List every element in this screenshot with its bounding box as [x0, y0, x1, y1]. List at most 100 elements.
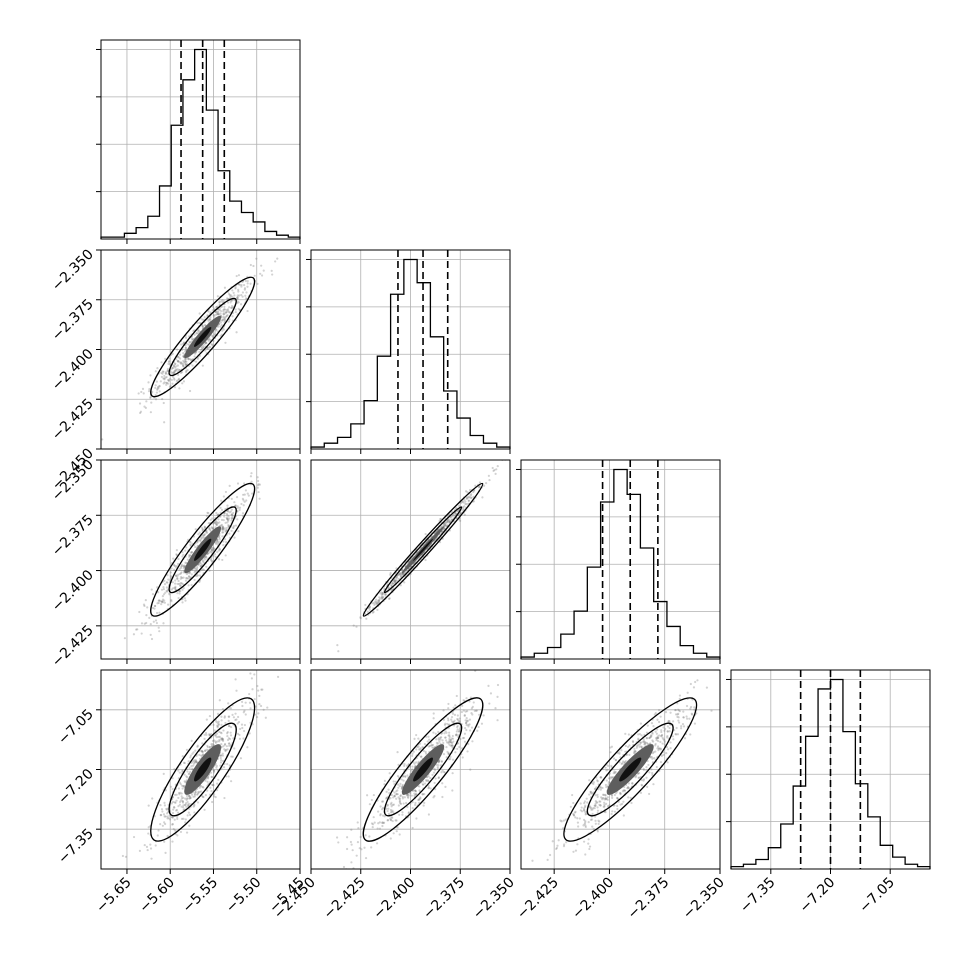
sample-point: [227, 737, 230, 740]
sample-point: [174, 801, 177, 804]
sample-point: [652, 783, 655, 786]
sample-point: [156, 602, 159, 605]
sample-point: [150, 588, 153, 591]
sample-point: [389, 818, 392, 821]
x-tick-label: −2.425: [514, 875, 562, 923]
sample-point: [259, 704, 263, 708]
sample-point: [385, 807, 388, 810]
sample-point: [443, 524, 446, 527]
sample-point: [213, 307, 216, 310]
sample-point: [604, 793, 607, 796]
sample-point: [380, 597, 383, 600]
sample-point: [214, 795, 217, 799]
sample-point: [163, 377, 166, 380]
sample-point: [412, 750, 415, 753]
sample-point: [212, 546, 215, 549]
sample-point: [210, 733, 213, 736]
sample-point: [181, 770, 184, 773]
sample-point: [215, 766, 218, 769]
sample-point: [249, 707, 252, 710]
sample-point: [642, 767, 645, 770]
sample-point: [462, 501, 465, 504]
sample-point: [195, 567, 199, 570]
sample-point: [450, 716, 454, 719]
sample-point: [393, 782, 396, 786]
sample-point: [227, 775, 230, 778]
sample-point: [222, 531, 225, 534]
sample-point: [220, 737, 223, 740]
sample-point: [416, 745, 419, 749]
sample-point: [224, 749, 227, 752]
sample-point: [648, 736, 651, 740]
sample-point: [184, 346, 188, 349]
sample-point: [622, 760, 625, 763]
sample-point: [187, 760, 190, 763]
sample-point: [139, 410, 143, 413]
sample-point: [217, 310, 220, 314]
sample-point: [411, 752, 414, 755]
sample-point: [458, 504, 461, 507]
sample-point: [637, 743, 640, 747]
sample-point: [454, 751, 457, 754]
sample-point: [243, 482, 246, 485]
sample-point: [220, 759, 223, 762]
sample-point: [250, 677, 253, 680]
sample-point: [470, 496, 473, 500]
sample-point: [187, 575, 191, 578]
sample-point: [422, 783, 425, 786]
sample-point: [143, 843, 146, 847]
sample-point: [223, 716, 226, 719]
joint-density: [121, 672, 280, 860]
sample-point: [199, 565, 202, 568]
contour-outer: [150, 482, 256, 617]
sample-point: [101, 438, 104, 441]
sample-point: [337, 841, 340, 844]
sample-point: [455, 730, 458, 733]
sample-point: [565, 841, 568, 844]
contour-outer: [150, 697, 256, 842]
sample-point: [444, 736, 447, 739]
sample-point: [276, 675, 280, 678]
sample-point: [175, 358, 178, 361]
sample-point: [653, 757, 656, 760]
sample-point: [453, 713, 457, 716]
sample-point: [172, 587, 175, 590]
sample-point: [634, 750, 637, 753]
sample-point: [242, 504, 245, 507]
sample-point: [475, 709, 478, 712]
sample-point: [212, 522, 215, 525]
sample-point: [444, 521, 447, 524]
sample-point: [245, 499, 248, 502]
sample-point: [201, 568, 204, 571]
sample-point: [173, 564, 177, 568]
sample-point: [213, 729, 216, 732]
sample-point: [591, 808, 594, 811]
sample-point: [198, 753, 201, 757]
sample-point: [183, 784, 186, 788]
sample-point: [161, 370, 164, 373]
sample-point: [180, 361, 183, 364]
sample-point: [214, 330, 217, 333]
sample-point: [468, 718, 472, 721]
sample-point: [646, 742, 650, 746]
sample-point: [178, 800, 182, 804]
sample-point: [399, 584, 402, 587]
sample-point: [201, 326, 205, 329]
sample-point: [389, 803, 392, 806]
sample-point: [190, 358, 193, 362]
contour-inner: [168, 722, 237, 817]
sample-point: [226, 521, 229, 524]
sample-point: [177, 373, 180, 376]
sample-point: [370, 798, 373, 802]
sample-point: [164, 372, 168, 375]
sample-point: [212, 313, 215, 317]
sample-point: [651, 739, 654, 742]
histogram: [310, 258, 511, 449]
sample-point: [214, 741, 217, 744]
sample-point: [223, 312, 226, 315]
sample-point: [256, 484, 260, 487]
sample-point: [190, 573, 193, 576]
sample-point: [260, 264, 263, 267]
sample-point: [594, 787, 597, 790]
sample-point: [253, 274, 256, 277]
